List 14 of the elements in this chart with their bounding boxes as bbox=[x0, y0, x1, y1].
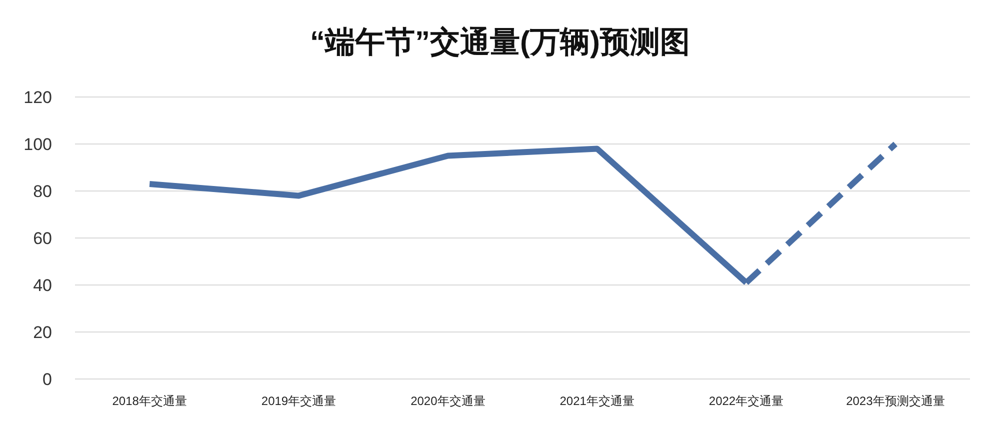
y-tick-label: 20 bbox=[33, 323, 52, 342]
chart-title: “端午节”交通量(万辆)预测图 bbox=[310, 25, 690, 59]
y-tick-label: 40 bbox=[33, 276, 52, 295]
y-tick-label: 100 bbox=[24, 135, 52, 154]
x-tick-label: 2019年交通量 bbox=[261, 394, 336, 408]
x-tick-label: 2020年交通量 bbox=[410, 394, 486, 408]
x-tick-label: 2021年交通量 bbox=[560, 394, 634, 408]
x-tick-label: 2018年交通量 bbox=[112, 394, 187, 408]
y-tick-label: 60 bbox=[33, 229, 52, 248]
y-tick-label: 80 bbox=[33, 182, 52, 201]
x-tick-label: 2022年交通量 bbox=[708, 394, 784, 408]
y-tick-label: 120 bbox=[24, 88, 52, 107]
y-tick-label: 0 bbox=[42, 370, 52, 389]
x-tick-label: 2023年预测交通量 bbox=[846, 394, 945, 408]
